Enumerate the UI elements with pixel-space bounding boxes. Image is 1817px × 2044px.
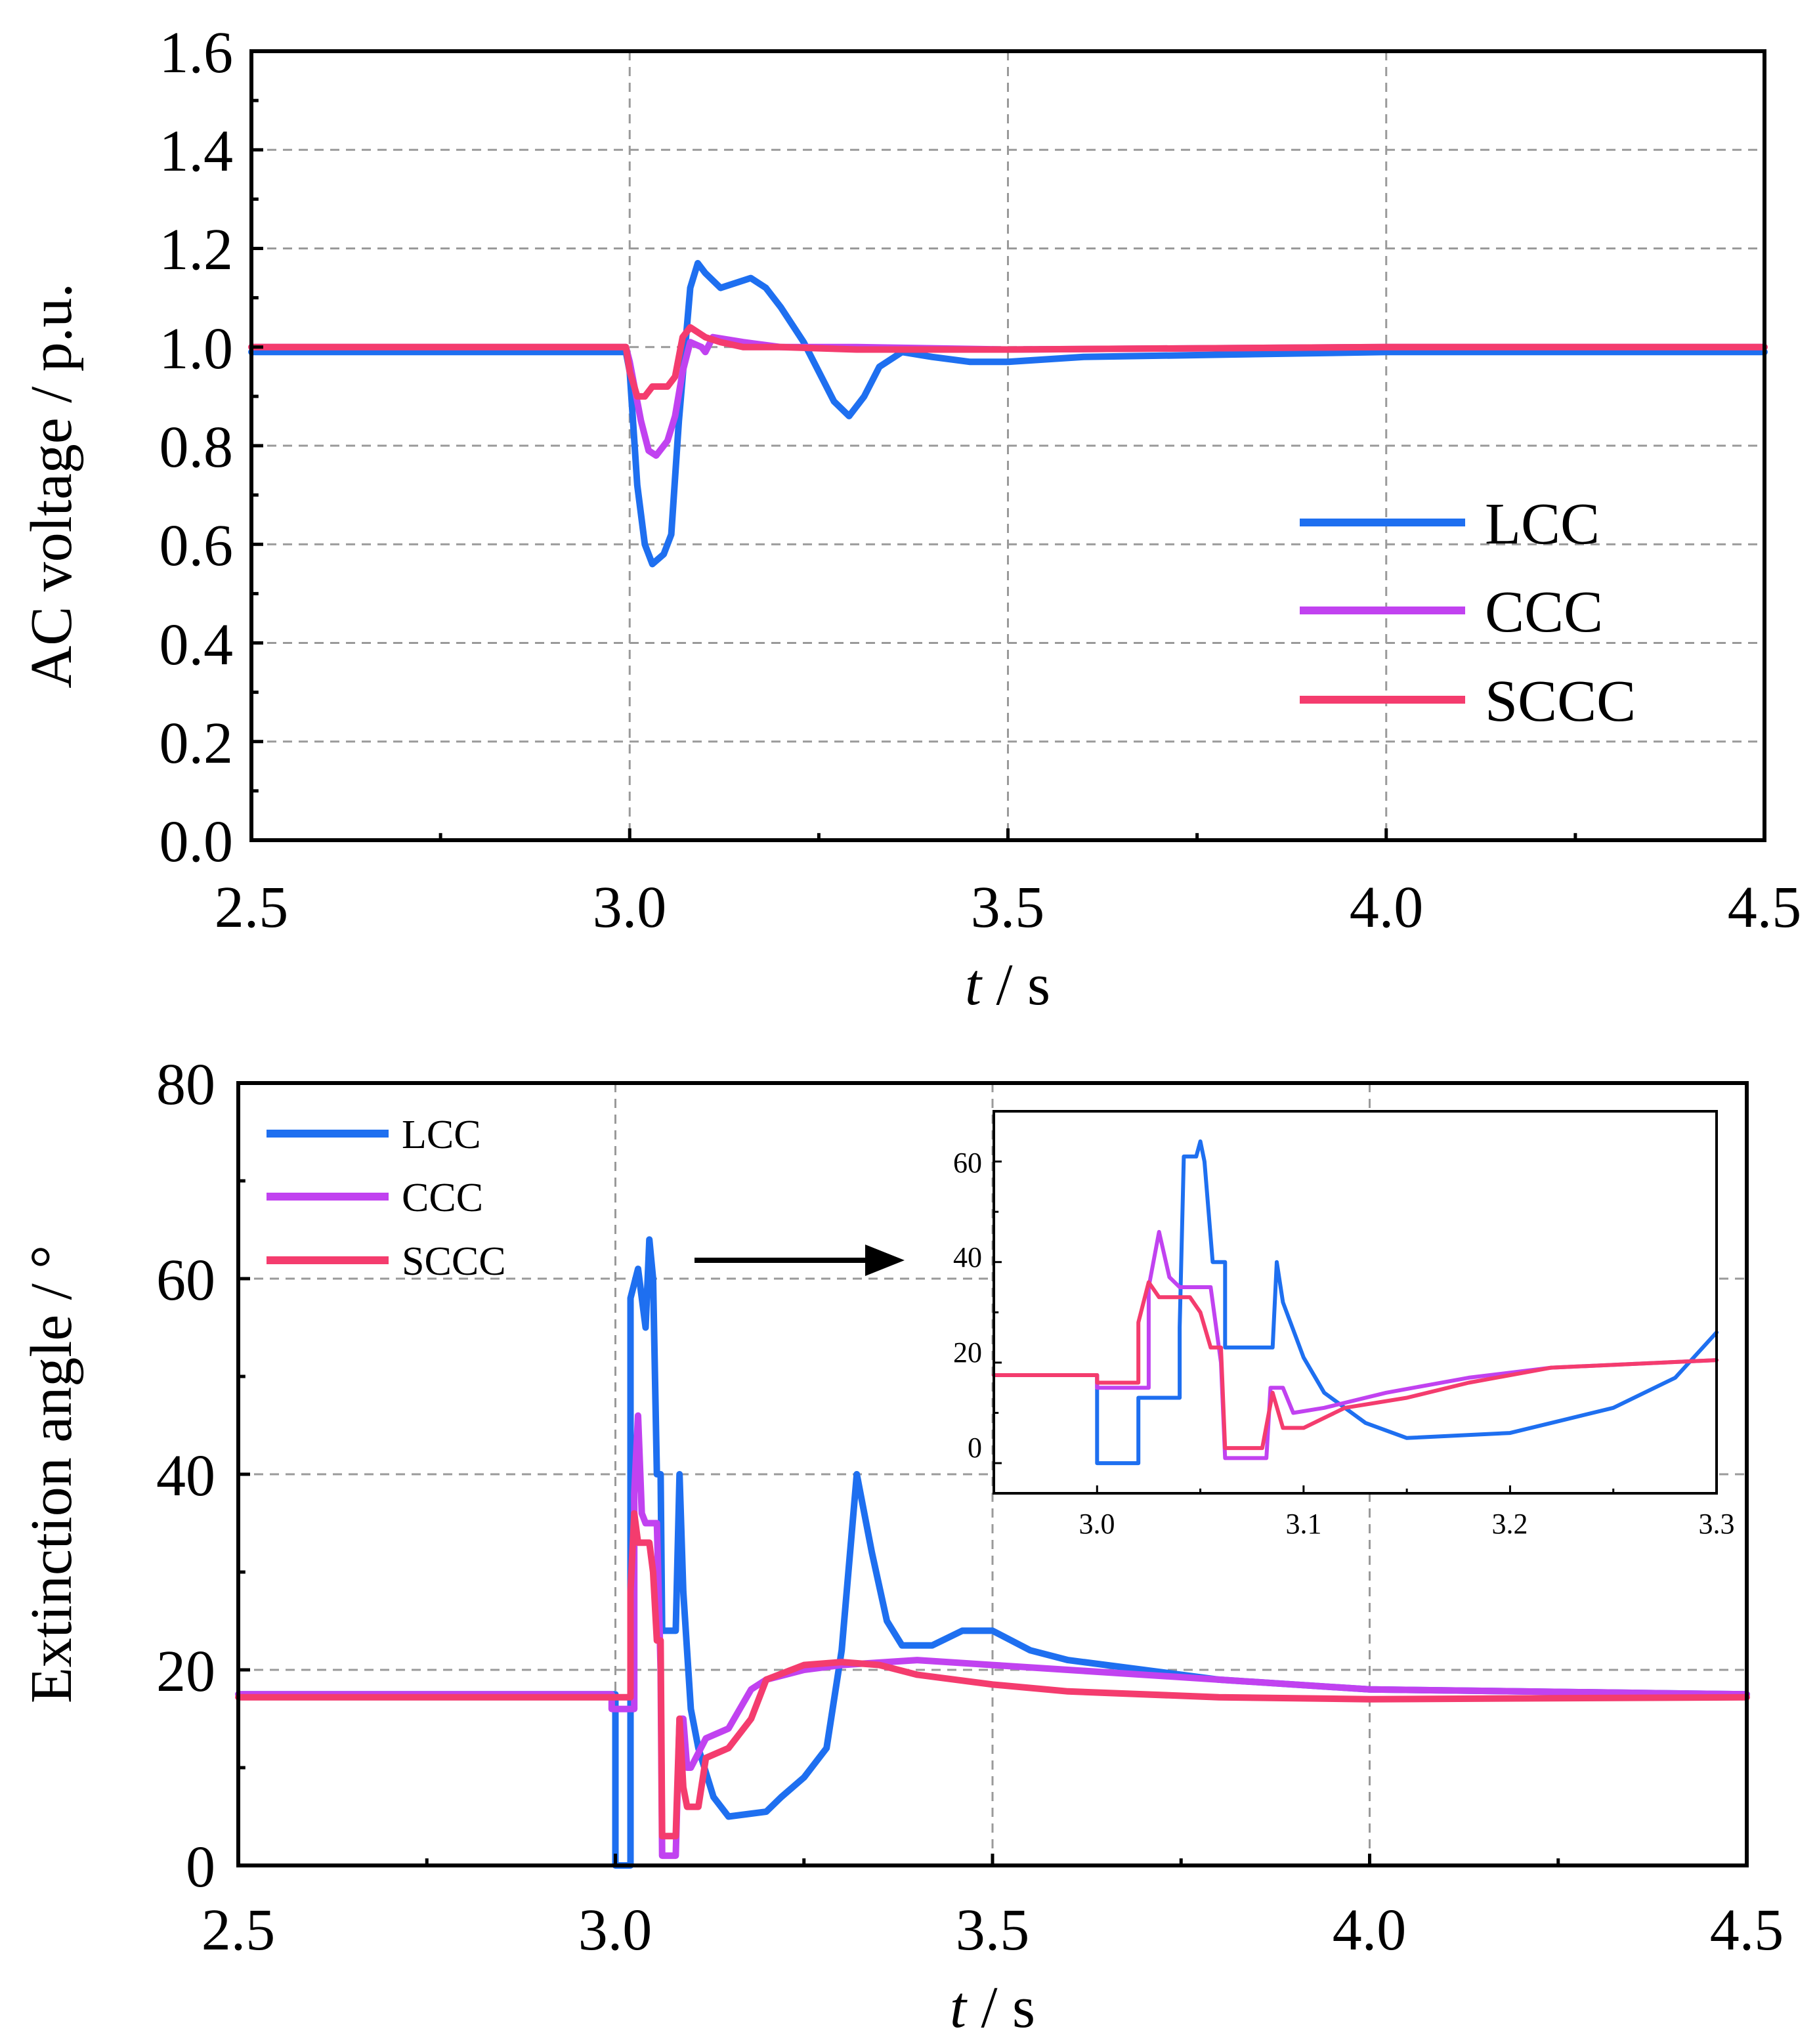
extinction-angle-legend: LCC CCC SCCC <box>267 1113 506 1284</box>
x-tick-label: 3.5 <box>971 875 1045 940</box>
legend-label-ccc: CCC <box>1485 580 1603 645</box>
x-tick-label: 3.0 <box>593 875 667 940</box>
y-tick-label: 40 <box>953 1241 982 1273</box>
ac-voltage-y-tick-labels: 0.0 0.2 0.4 0.6 0.8 1.0 1.2 1.4 1.6 <box>160 20 234 874</box>
y-tick-label: 0.0 <box>160 809 234 874</box>
inset-y-tick-labels: 0 20 40 60 <box>953 1147 982 1464</box>
x-tick-label: 3.3 <box>1699 1508 1735 1540</box>
extinction-angle-chart: 0 20 40 60 80 2.5 3.0 3.5 4.0 4.5 t / s … <box>19 1052 1784 2040</box>
legend-label-sccc: SCCC <box>402 1239 506 1284</box>
series-line-sccc <box>248 324 1768 400</box>
series-line-sccc <box>992 1280 1719 1451</box>
y-tick-label: 0.2 <box>160 711 234 776</box>
inset-pointer-arrow <box>695 1245 905 1276</box>
y-tick-label: 1.0 <box>160 316 234 381</box>
x-tick-label: 2.5 <box>202 1898 276 1963</box>
y-tick-label: 0.4 <box>160 612 234 677</box>
legend-label-ccc: CCC <box>402 1176 483 1220</box>
ac-voltage-series <box>248 260 1768 568</box>
ac-voltage-chart: 0.0 0.2 0.4 0.6 0.8 1.0 1.2 1.4 1.6 2.5 … <box>19 20 1801 1017</box>
y-tick-label: 0.8 <box>160 415 234 480</box>
y-tick-label: 40 <box>156 1443 215 1508</box>
y-tick-label: 60 <box>953 1147 982 1179</box>
extinction-angle-y-tick-labels: 0 20 40 60 80 <box>156 1052 215 1900</box>
x-tick-label: 3.0 <box>578 1898 652 1963</box>
extinction-angle-y-axis-title: Extinction angle / ° <box>19 1245 84 1703</box>
x-tick-label: 4.0 <box>1350 875 1424 940</box>
series-line-sccc <box>235 1510 1750 1840</box>
ac-voltage-legend: LCC CCC SCCC <box>1300 492 1636 734</box>
y-tick-label: 80 <box>156 1052 215 1117</box>
y-tick-label: 20 <box>156 1639 215 1704</box>
legend-label-lcc: LCC <box>402 1113 481 1157</box>
y-tick-label: 0 <box>968 1432 982 1464</box>
series-line-ccc <box>235 1412 1750 1860</box>
extinction-angle-x-tick-labels: 2.5 3.0 3.5 4.0 4.5 <box>202 1898 1784 1963</box>
inset-ticks <box>994 1160 1718 1493</box>
inset-frame <box>993 1110 1718 1495</box>
y-tick-label: 1.4 <box>160 119 234 184</box>
y-tick-label: 1.6 <box>160 20 234 85</box>
y-tick-label: 0.6 <box>160 513 234 578</box>
x-tick-label: 4.0 <box>1333 1898 1407 1963</box>
y-tick-label: 0 <box>186 1835 215 1900</box>
x-tick-label: 2.5 <box>215 875 289 940</box>
extinction-angle-x-axis-title: t / s <box>950 1975 1035 2040</box>
ac-voltage-x-tick-labels: 2.5 3.0 3.5 4.0 4.5 <box>215 875 1802 940</box>
inset-x-tick-labels: 3.0 3.1 3.2 3.3 <box>1079 1508 1735 1540</box>
x-tick-label: 4.5 <box>1728 875 1802 940</box>
y-tick-label: 60 <box>156 1248 215 1313</box>
x-tick-label: 3.0 <box>1079 1508 1115 1540</box>
inset-series <box>992 1139 1719 1466</box>
zoom-inset: 0 20 40 60 3.0 3.1 3.2 3.3 <box>953 1110 1735 1540</box>
x-tick-label: 3.2 <box>1492 1508 1528 1540</box>
series-line-lcc <box>235 1236 1750 1869</box>
ac-voltage-x-axis-title: t / s <box>965 952 1050 1017</box>
inset-background <box>994 1111 1717 1493</box>
x-tick-label: 3.5 <box>956 1898 1030 1963</box>
extinction-angle-ticks <box>236 1081 1749 1867</box>
legend-label-sccc: SCCC <box>1485 669 1636 734</box>
y-tick-label: 1.2 <box>160 217 234 282</box>
ac-voltage-y-axis-title: AC voltage / p.u. <box>19 283 84 688</box>
y-tick-label: 20 <box>953 1336 982 1369</box>
series-line-lcc <box>248 260 1768 568</box>
legend-label-lcc: LCC <box>1485 492 1600 557</box>
extinction-angle-series <box>235 1236 1750 1869</box>
ac-voltage-ticks <box>249 49 1766 842</box>
x-tick-label: 4.5 <box>1710 1898 1784 1963</box>
x-tick-label: 3.1 <box>1286 1508 1322 1540</box>
series-line-lcc <box>992 1139 1719 1466</box>
